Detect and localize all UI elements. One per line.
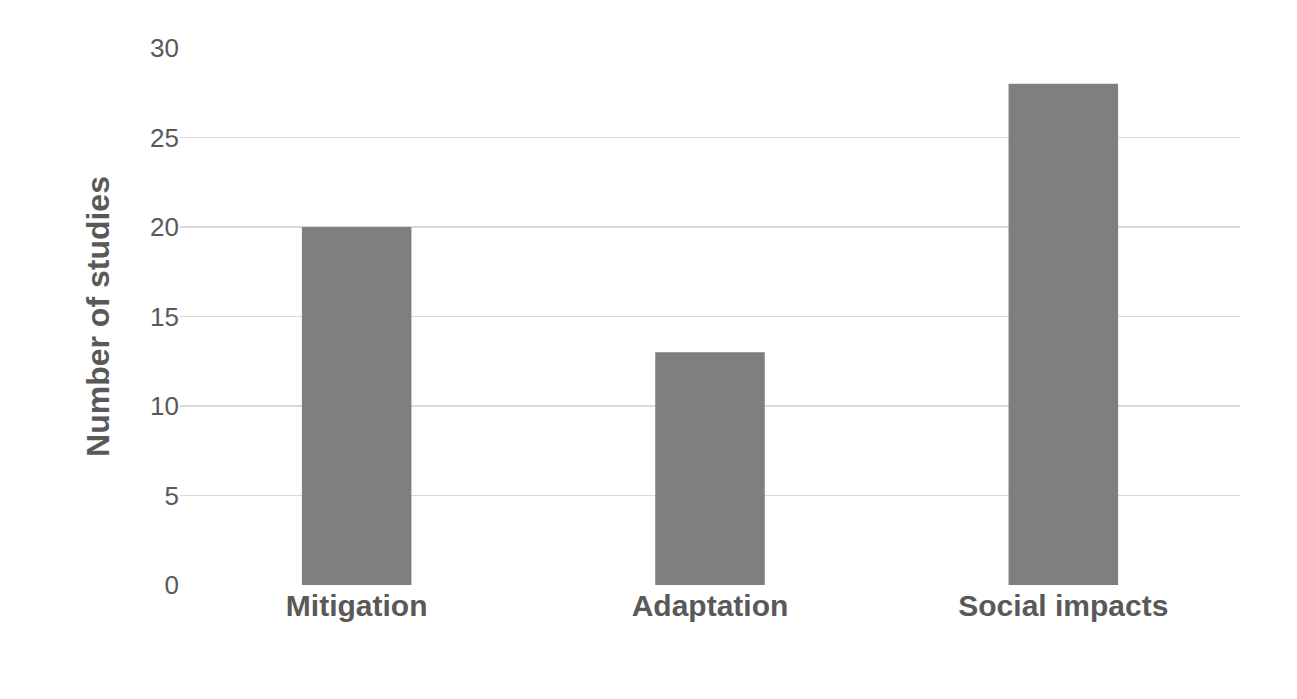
svg-text:Mitigation: Mitigation <box>286 589 428 622</box>
svg-text:Number of studies: Number of studies <box>80 176 116 457</box>
svg-text:30: 30 <box>150 33 179 63</box>
svg-text:0: 0 <box>165 570 179 600</box>
svg-text:Adaptation: Adaptation <box>632 589 789 622</box>
svg-text:5: 5 <box>165 481 179 511</box>
svg-text:Social impacts: Social impacts <box>958 589 1168 622</box>
svg-text:10: 10 <box>150 391 179 421</box>
svg-text:25: 25 <box>150 123 179 153</box>
svg-text:20: 20 <box>150 212 179 242</box>
svg-text:15: 15 <box>150 302 179 332</box>
